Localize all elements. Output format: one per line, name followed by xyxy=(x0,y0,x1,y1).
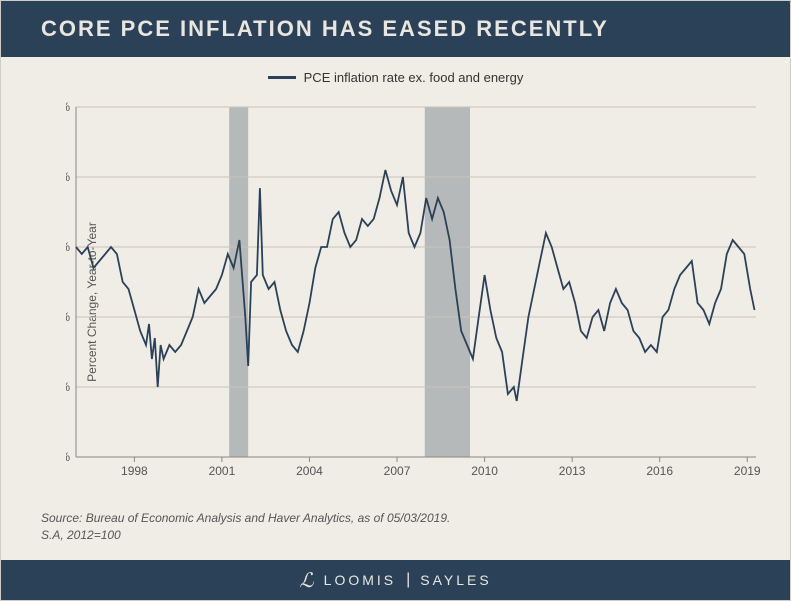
source-line1: Source: Bureau of Economic Analysis and … xyxy=(41,510,450,527)
svg-text:2013: 2013 xyxy=(558,464,585,478)
svg-text:2004: 2004 xyxy=(296,464,323,478)
chart-frame: CORE PCE INFLATION HAS EASED RECENTLY PC… xyxy=(0,0,791,601)
svg-text:2007: 2007 xyxy=(383,464,410,478)
source-line2: S.A, 2012=100 xyxy=(41,527,450,544)
svg-text:0.5%: 0.5% xyxy=(66,450,70,464)
footer-bar: ℒ LOOMIS | SAYLES xyxy=(1,560,790,600)
source-citation: Source: Bureau of Economic Analysis and … xyxy=(41,510,450,544)
footer-brand-right: SAYLES xyxy=(420,572,491,588)
svg-text:1998: 1998 xyxy=(121,464,148,478)
logo-icon: ℒ xyxy=(299,568,313,593)
svg-text:2.5%: 2.5% xyxy=(66,170,70,184)
svg-text:1.0%: 1.0% xyxy=(66,380,70,394)
svg-text:2019: 2019 xyxy=(733,464,760,478)
footer-separator: | xyxy=(406,571,410,589)
chart-title: CORE PCE INFLATION HAS EASED RECENTLY xyxy=(41,16,609,42)
svg-text:2016: 2016 xyxy=(646,464,673,478)
legend-swatch xyxy=(268,76,296,79)
svg-text:2010: 2010 xyxy=(471,464,498,478)
svg-text:1.5%: 1.5% xyxy=(66,310,70,324)
footer-brand-left: LOOMIS xyxy=(324,572,396,588)
title-bar: CORE PCE INFLATION HAS EASED RECENTLY xyxy=(1,1,790,57)
legend: PCE inflation rate ex. food and energy xyxy=(1,57,790,97)
legend-label: PCE inflation rate ex. food and energy xyxy=(304,70,524,85)
svg-text:3.0%: 3.0% xyxy=(66,100,70,114)
svg-text:2.0%: 2.0% xyxy=(66,240,70,254)
line-chart-svg: 0.5% 1.0% 1.5% 2.0% 2.5% 3.0% 1998 2001 2004 2007… xyxy=(66,97,766,487)
chart-area: Percent Change, Year-to-Year 0.5%1.0%1.5… xyxy=(16,97,776,507)
svg-text:2001: 2001 xyxy=(208,464,235,478)
